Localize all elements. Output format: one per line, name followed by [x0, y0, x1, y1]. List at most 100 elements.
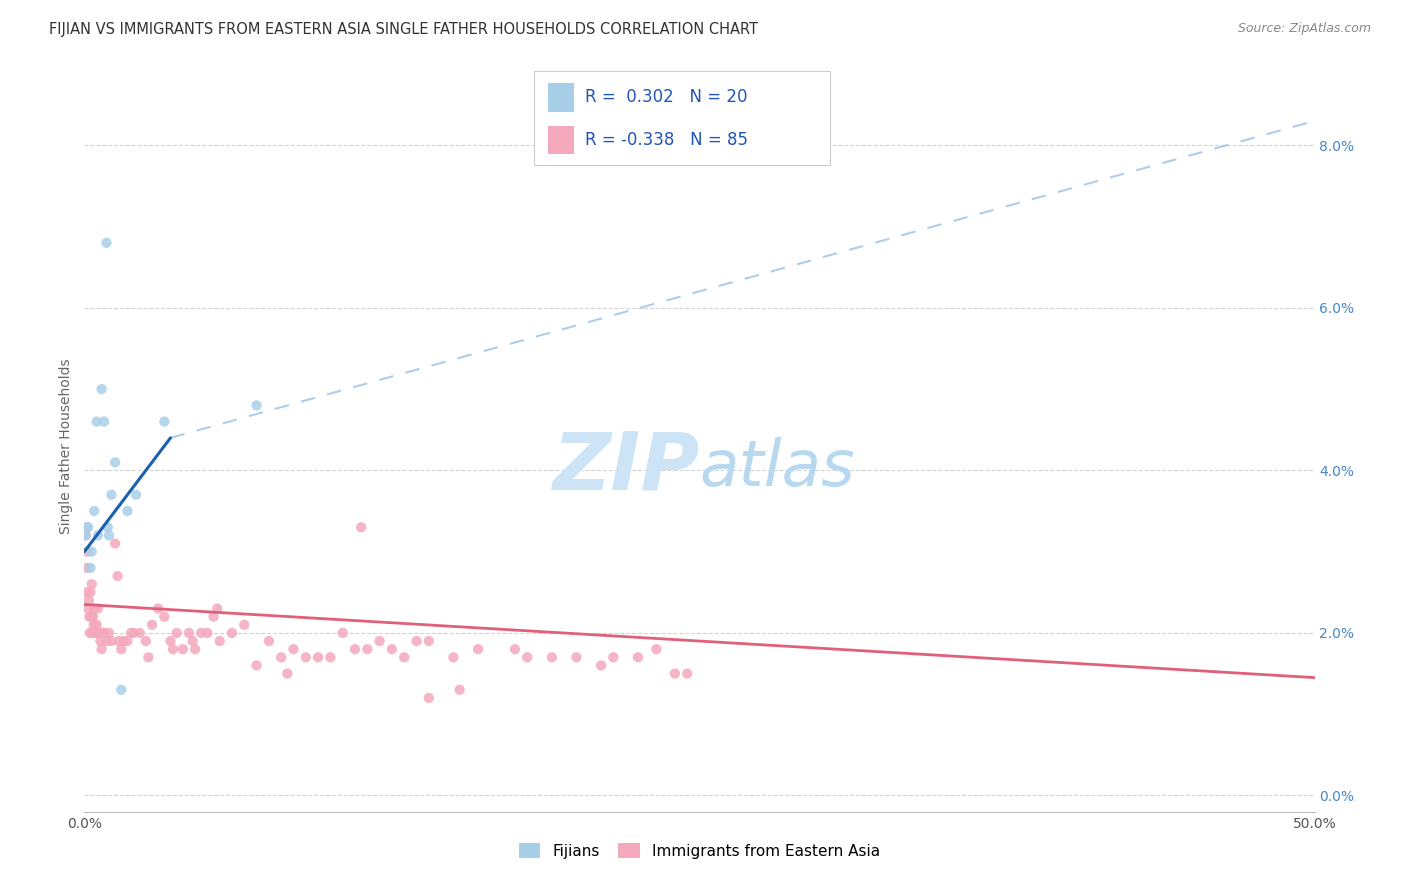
Point	[108, 634, 129, 648]
Point	[91, 626, 114, 640]
Point	[87, 528, 110, 542]
Point	[177, 626, 200, 640]
Point	[449, 682, 471, 697]
Point	[135, 634, 157, 648]
Point	[97, 520, 120, 534]
Point	[664, 666, 686, 681]
Text: ZIP: ZIP	[553, 429, 700, 507]
Point	[246, 398, 269, 412]
Point	[591, 658, 613, 673]
Point	[77, 520, 100, 534]
Point	[627, 650, 650, 665]
Point	[89, 634, 111, 648]
Point	[332, 626, 354, 640]
Point	[76, 561, 98, 575]
Text: R =  0.302   N = 20: R = 0.302 N = 20	[585, 88, 748, 106]
Point	[233, 617, 256, 632]
Point	[540, 650, 562, 665]
Point	[96, 235, 118, 250]
Point	[197, 626, 219, 640]
Point	[80, 609, 103, 624]
Legend: Fijians, Immigrants from Eastern Asia: Fijians, Immigrants from Eastern Asia	[519, 844, 880, 859]
Point	[307, 650, 329, 665]
Text: FIJIAN VS IMMIGRANTS FROM EASTERN ASIA SINGLE FATHER HOUSEHOLDS CORRELATION CHAR: FIJIAN VS IMMIGRANTS FROM EASTERN ASIA S…	[49, 22, 758, 37]
Point	[100, 488, 122, 502]
Point	[344, 642, 367, 657]
Point	[645, 642, 668, 657]
Point	[602, 650, 624, 665]
Point	[110, 642, 132, 657]
Point	[83, 601, 105, 615]
Point	[90, 382, 112, 396]
Point	[270, 650, 292, 665]
Point	[283, 642, 305, 657]
Point	[181, 634, 204, 648]
Point	[418, 690, 440, 705]
Point	[148, 601, 170, 615]
Point	[207, 601, 229, 615]
Point	[100, 634, 122, 648]
Text: Source: ZipAtlas.com: Source: ZipAtlas.com	[1237, 22, 1371, 36]
Point	[87, 626, 111, 640]
Point	[138, 650, 160, 665]
Point	[93, 415, 115, 429]
Point	[319, 650, 342, 665]
Point	[112, 634, 135, 648]
Point	[79, 609, 101, 624]
Point	[153, 415, 176, 429]
Y-axis label: Single Father Households: Single Father Households	[59, 359, 73, 533]
Point	[98, 626, 120, 640]
Point	[516, 650, 538, 665]
Point	[76, 544, 98, 558]
Point	[80, 544, 103, 558]
Point	[117, 504, 139, 518]
Point	[82, 626, 104, 640]
Point	[153, 609, 176, 624]
Point	[107, 569, 129, 583]
Point	[257, 634, 280, 648]
Point	[184, 642, 207, 657]
Point	[75, 528, 97, 542]
Point	[110, 682, 132, 697]
Point	[79, 585, 101, 599]
Point	[104, 536, 127, 550]
Point	[565, 650, 588, 665]
Point	[86, 617, 108, 632]
Point	[172, 642, 194, 657]
Point	[276, 666, 298, 681]
Point	[77, 593, 100, 607]
Point	[75, 528, 97, 542]
Point	[128, 626, 150, 640]
Point	[221, 626, 243, 640]
Point	[79, 561, 101, 575]
Point	[77, 601, 100, 615]
Point	[75, 585, 97, 599]
Point	[117, 634, 139, 648]
Point	[141, 617, 163, 632]
Point	[159, 634, 181, 648]
Point	[443, 650, 465, 665]
Point	[166, 626, 188, 640]
Point	[86, 415, 108, 429]
Point	[676, 666, 699, 681]
Point	[295, 650, 318, 665]
Point	[79, 626, 101, 640]
Point	[202, 609, 225, 624]
Point	[503, 642, 526, 657]
Point	[381, 642, 404, 657]
Point	[190, 626, 212, 640]
Point	[98, 528, 120, 542]
Point	[84, 626, 107, 640]
Point	[90, 642, 112, 657]
Point	[418, 634, 440, 648]
Point	[394, 650, 416, 665]
Point	[104, 455, 127, 469]
Point	[350, 520, 373, 534]
Point	[368, 634, 391, 648]
Point	[120, 626, 142, 640]
Point	[162, 642, 184, 657]
Point	[122, 626, 145, 640]
Point	[93, 626, 115, 640]
Point	[87, 601, 110, 615]
Point	[83, 617, 105, 632]
